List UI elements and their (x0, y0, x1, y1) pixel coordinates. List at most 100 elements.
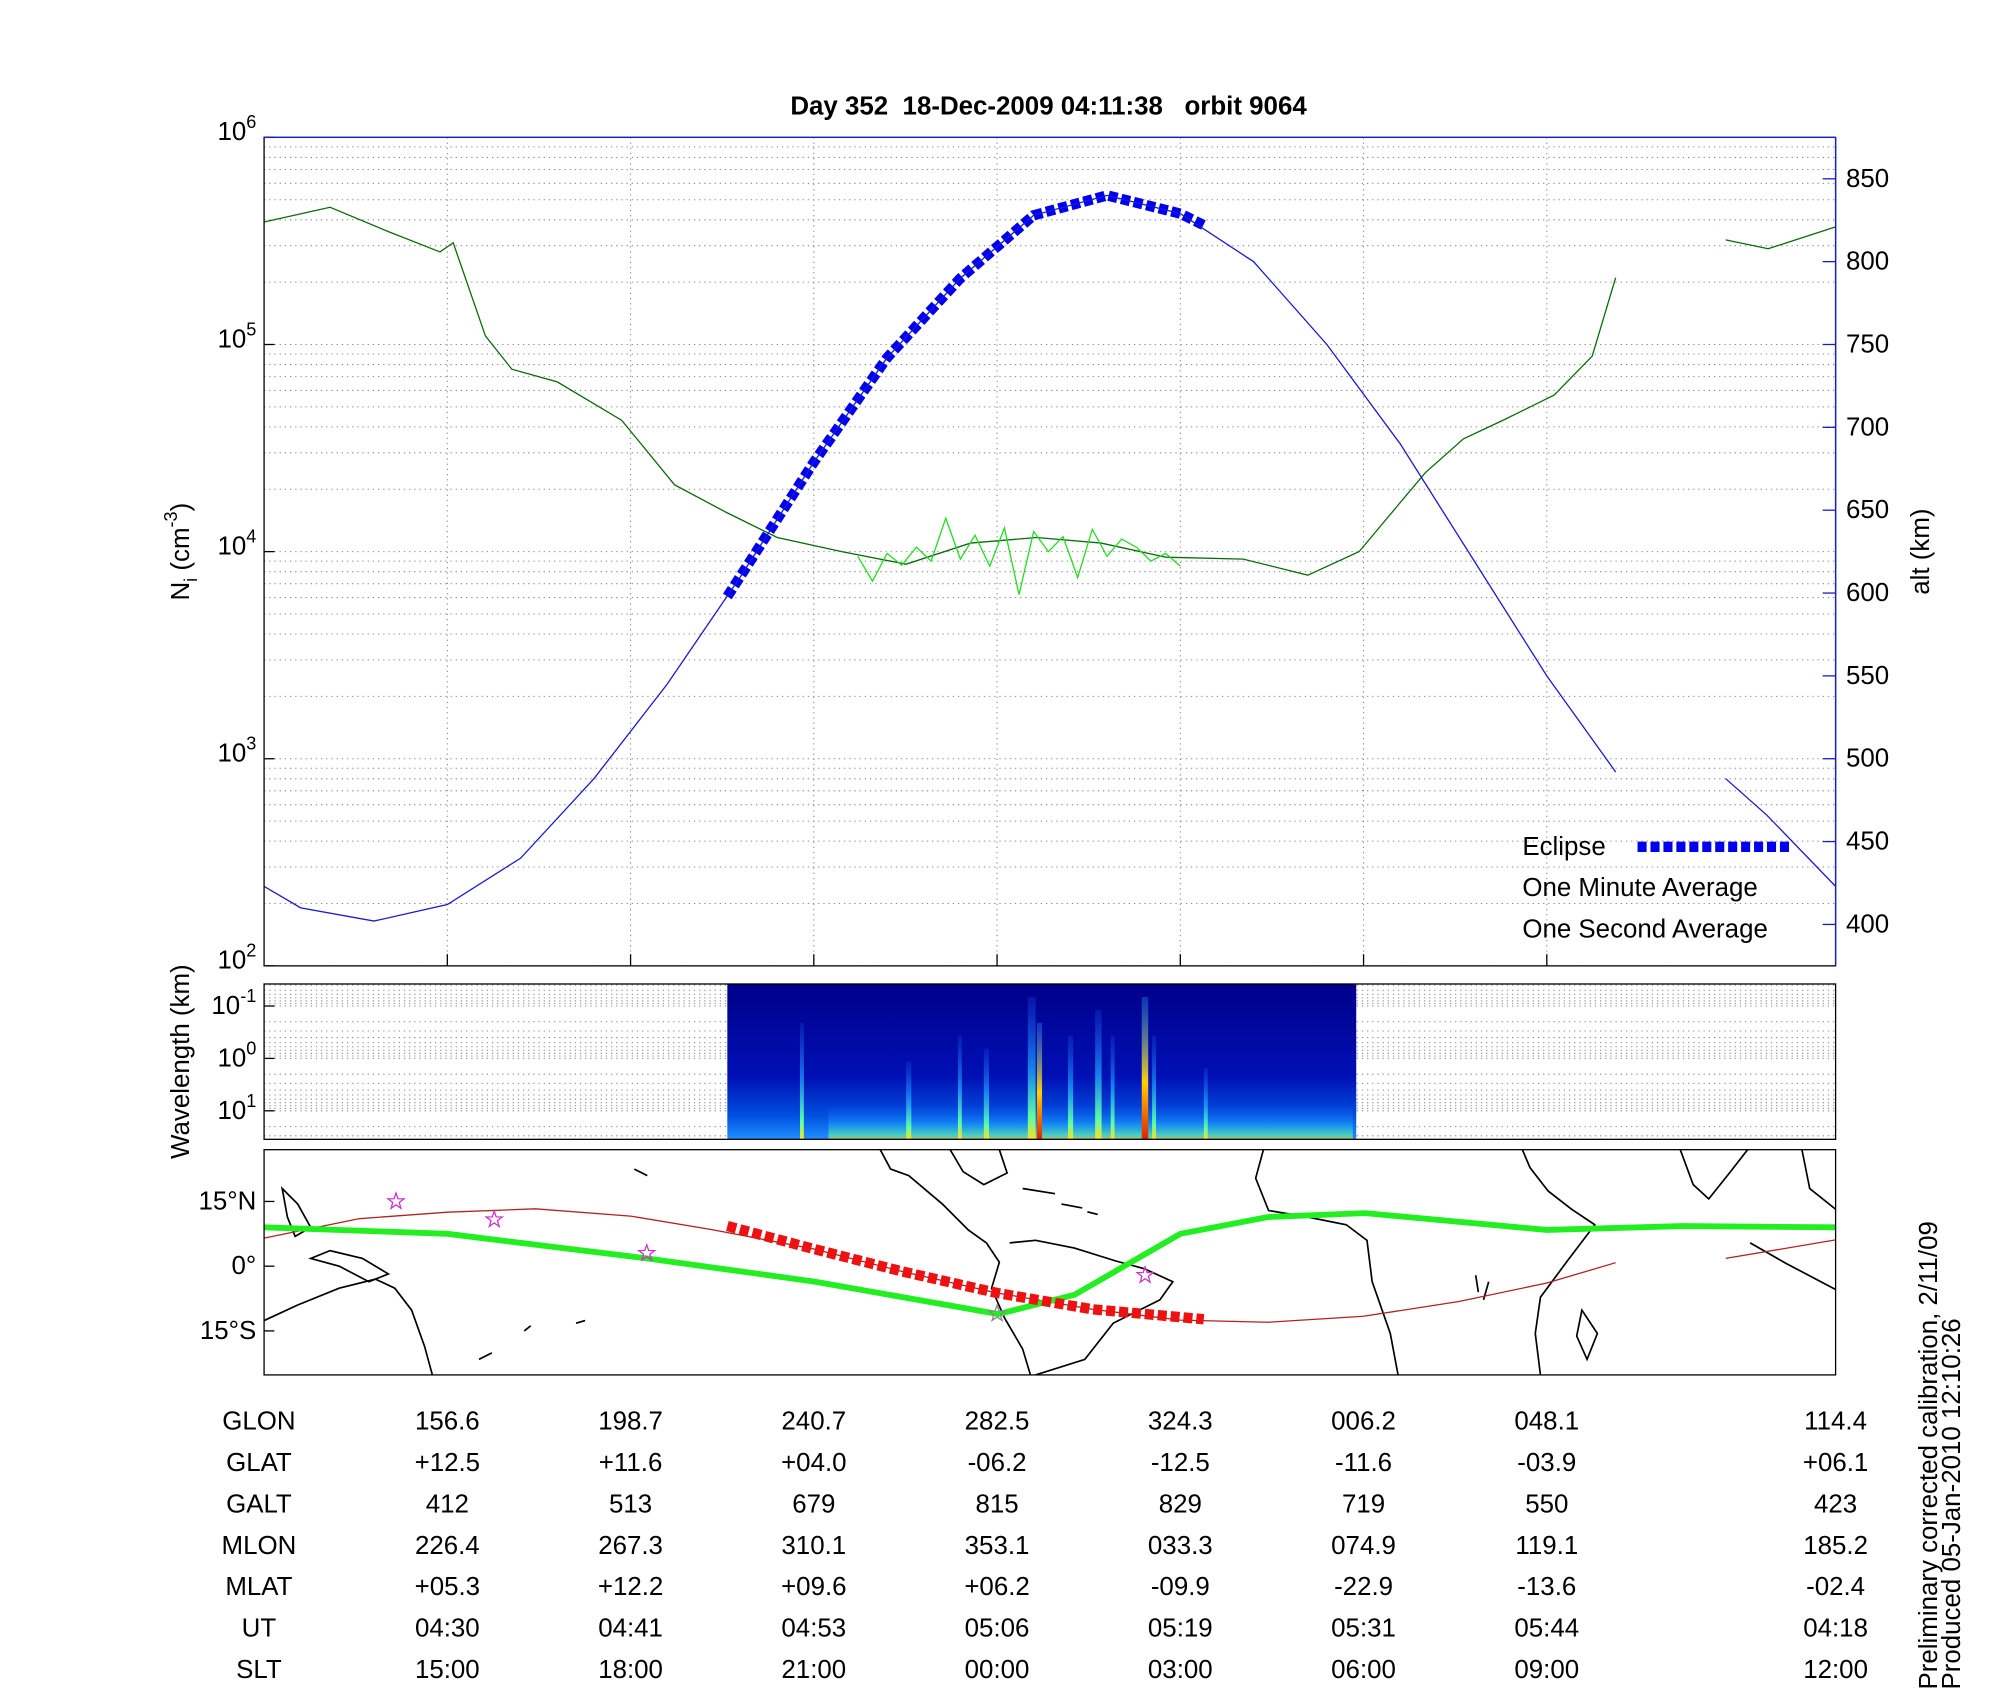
y-tick-text: 10 (211, 992, 240, 1020)
y-tick-label: 15°S (200, 1317, 256, 1345)
y-tick-text: 10 (217, 325, 246, 353)
altitude-line (263, 194, 1837, 922)
track-line (726, 1221, 1205, 1325)
y-label-unit: (cm (167, 527, 195, 577)
table-cell: 185.2 (1803, 1532, 1868, 1560)
table-cell: 353.1 (965, 1532, 1030, 1560)
table-cell: -09.9 (1151, 1573, 1210, 1601)
table-cell: 829 (1159, 1490, 1202, 1518)
table-cell: 226.4 (415, 1532, 480, 1560)
y-tick-exponent: 3 (246, 734, 256, 754)
y-label-subscript: i (181, 578, 201, 582)
table-cell: 09:00 (1514, 1656, 1579, 1684)
series-line (263, 206, 1836, 576)
table-cell: 679 (792, 1490, 835, 1518)
chart-title: Day 352 18-Dec-2009 04:11:38 orbit 9064 (790, 92, 1307, 120)
table-cell: 240.7 (781, 1408, 846, 1436)
table-cell: 310.1 (781, 1532, 846, 1560)
y-tick-exponent: 4 (246, 526, 256, 546)
table-cell: 550 (1525, 1490, 1568, 1518)
track-line (263, 1210, 1836, 1317)
y2-tick-label: 600 (1846, 579, 1889, 607)
table-cell: -06.2 (968, 1449, 1027, 1477)
table-cell: 04:53 (781, 1615, 846, 1643)
y2-tick-label: 550 (1846, 662, 1889, 690)
station-star (987, 1303, 1007, 1323)
coastlines (264, 1149, 1836, 1375)
series-line (723, 190, 1207, 600)
footnote: Produced 05-Jan-2010 12:10:26 (1938, 1318, 1966, 1689)
plot-frame (263, 983, 1837, 1140)
y-tick-exponent: 5 (246, 319, 256, 339)
table-cell: +06.2 (964, 1573, 1029, 1601)
table-cell: +12.2 (598, 1573, 663, 1601)
y-tick-label: 10-1 (211, 986, 256, 1020)
y-tick-text: 10 (217, 947, 246, 975)
table-cell: 048.1 (1514, 1408, 1579, 1436)
row-label: GLON (222, 1408, 295, 1436)
table-cell: 06:00 (1331, 1656, 1396, 1684)
plot-frame (263, 1149, 1837, 1376)
table-cell: -22.9 (1334, 1573, 1393, 1601)
y-tick-label: 105 (217, 319, 256, 353)
y-tick-text: 0° (232, 1252, 257, 1280)
table-cell: 18:00 (598, 1656, 663, 1684)
table-cell: -12.5 (1151, 1449, 1210, 1477)
y-axis-label: Wavelength (km) (167, 964, 195, 1159)
table-cell: 412 (426, 1490, 469, 1518)
table-cell: 12:00 (1803, 1656, 1868, 1684)
table-cell: 03:00 (1148, 1656, 1213, 1684)
row-label: MLAT (225, 1573, 292, 1601)
y-tick-text: 10 (217, 740, 246, 768)
y-label-superscript: -3 (161, 511, 181, 527)
row-label: GALT (226, 1490, 292, 1518)
y-tick-label: 104 (217, 526, 256, 560)
footnote: Preliminary corrected calibration, 2/11/… (1915, 1221, 1943, 1689)
y-axis-label: Ni (cm-3) (161, 503, 201, 601)
table-cell: 282.5 (965, 1408, 1030, 1436)
table-cell: 267.3 (598, 1532, 663, 1560)
y-tick-exponent: 0 (246, 1038, 256, 1058)
y-label-symbol: N (167, 582, 195, 601)
table-cell: 21:00 (781, 1656, 846, 1684)
y-tick-text: 15°S (200, 1317, 256, 1345)
table-cell: 00:00 (965, 1656, 1030, 1684)
y-tick-label: 103 (217, 734, 256, 768)
y2-tick-label: 750 (1846, 330, 1889, 358)
table-cell: 04:30 (415, 1615, 480, 1643)
y-tick-label: 15°N (198, 1187, 256, 1215)
series-line (857, 516, 1181, 595)
table-cell: -02.4 (1806, 1573, 1865, 1601)
legend-label: One Minute Average (1522, 874, 1757, 902)
table-cell: 05:06 (965, 1615, 1030, 1643)
y-tick-text: 10 (217, 1097, 246, 1125)
y2-tick-label: 400 (1846, 910, 1889, 938)
table-cell: 033.3 (1148, 1532, 1213, 1560)
table-cell: 05:31 (1331, 1615, 1396, 1643)
table-cell: 114.4 (1804, 1408, 1867, 1436)
y2-tick-label: 800 (1846, 248, 1889, 276)
table-cell: +04.0 (781, 1449, 846, 1477)
row-label: UT (242, 1615, 277, 1643)
y-tick-text: 15°N (198, 1187, 256, 1215)
legend-label: One Second Average (1522, 916, 1768, 944)
y2-tick-label: 850 (1846, 165, 1889, 193)
y-tick-label: 100 (217, 1038, 256, 1072)
table-cell: 324.3 (1148, 1408, 1213, 1436)
spectrogram-texture (800, 996, 1353, 1140)
y-label-close: ) (167, 503, 195, 512)
table-cell: 423 (1814, 1490, 1857, 1518)
y2-tick-label: 500 (1846, 745, 1889, 773)
table-cell: -11.6 (1335, 1449, 1392, 1477)
legend-label: Eclipse (1522, 833, 1605, 861)
y-tick-text: 10 (217, 1044, 246, 1072)
table-cell: 04:18 (1803, 1615, 1868, 1643)
table-cell: 05:19 (1148, 1615, 1213, 1643)
table-cell: 815 (975, 1490, 1018, 1518)
table-cell: +05.3 (415, 1573, 480, 1601)
table-cell: +12.5 (415, 1449, 480, 1477)
y-tick-label: 102 (217, 941, 256, 975)
y-tick-text: 10 (217, 118, 246, 146)
y2-tick-label: 450 (1846, 828, 1889, 856)
table-cell: -03.9 (1517, 1449, 1576, 1477)
